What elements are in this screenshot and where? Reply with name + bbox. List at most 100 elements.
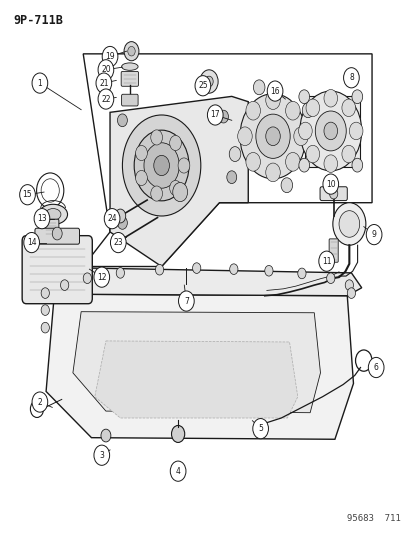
Circle shape [226, 171, 236, 183]
Circle shape [341, 99, 355, 117]
Circle shape [332, 203, 365, 245]
Circle shape [20, 184, 35, 205]
Circle shape [41, 305, 49, 316]
Circle shape [323, 90, 337, 107]
Circle shape [343, 68, 358, 88]
Circle shape [169, 181, 181, 196]
Circle shape [104, 208, 120, 229]
Circle shape [34, 208, 50, 229]
Circle shape [285, 152, 299, 171]
Circle shape [218, 110, 228, 123]
FancyBboxPatch shape [319, 187, 347, 200]
Circle shape [110, 232, 126, 253]
Circle shape [368, 358, 383, 377]
Circle shape [98, 89, 114, 109]
Circle shape [265, 163, 280, 182]
Circle shape [338, 211, 359, 237]
Polygon shape [304, 96, 359, 166]
Circle shape [94, 445, 109, 465]
Text: 15: 15 [23, 190, 32, 199]
Circle shape [117, 114, 127, 127]
Text: 5: 5 [258, 424, 262, 433]
Circle shape [347, 288, 355, 298]
Circle shape [265, 91, 280, 109]
Circle shape [195, 76, 210, 96]
Circle shape [24, 232, 39, 253]
Circle shape [155, 264, 163, 275]
Circle shape [285, 101, 299, 120]
Circle shape [280, 178, 292, 192]
Circle shape [41, 322, 49, 333]
Circle shape [237, 127, 252, 146]
Circle shape [134, 130, 189, 201]
FancyBboxPatch shape [22, 236, 92, 304]
Circle shape [172, 182, 187, 201]
Text: 2: 2 [38, 398, 42, 407]
Circle shape [323, 122, 337, 140]
Circle shape [122, 115, 200, 216]
Circle shape [98, 60, 114, 80]
Circle shape [94, 267, 109, 287]
Polygon shape [73, 312, 320, 413]
Circle shape [253, 80, 264, 95]
Circle shape [255, 114, 290, 158]
Text: 95683  711: 95683 711 [347, 514, 400, 523]
Polygon shape [95, 341, 297, 418]
Circle shape [199, 70, 218, 93]
Text: 7: 7 [183, 296, 188, 305]
Circle shape [323, 155, 337, 172]
Text: 12: 12 [97, 273, 106, 281]
Circle shape [128, 46, 135, 56]
Circle shape [305, 146, 319, 163]
Circle shape [326, 273, 334, 284]
Circle shape [344, 280, 353, 290]
Text: 20: 20 [101, 66, 110, 74]
Circle shape [229, 264, 237, 274]
Circle shape [178, 158, 190, 173]
Text: 14: 14 [27, 238, 36, 247]
Text: 13: 13 [37, 214, 47, 223]
Circle shape [96, 73, 112, 93]
Circle shape [113, 235, 123, 248]
Text: 1: 1 [38, 78, 42, 87]
Text: 8: 8 [348, 73, 353, 82]
Circle shape [135, 146, 147, 160]
Circle shape [305, 99, 319, 117]
Ellipse shape [45, 208, 61, 220]
Text: 9P-711B: 9P-711B [13, 14, 63, 27]
Circle shape [240, 94, 305, 179]
Circle shape [349, 122, 362, 140]
Circle shape [341, 146, 355, 163]
Circle shape [299, 91, 361, 171]
Text: 11: 11 [321, 257, 331, 265]
Text: 17: 17 [210, 110, 220, 119]
Circle shape [245, 152, 260, 171]
Text: 23: 23 [113, 238, 123, 247]
Circle shape [207, 105, 223, 125]
Circle shape [351, 158, 362, 172]
Circle shape [204, 76, 213, 87]
FancyBboxPatch shape [328, 239, 337, 262]
Circle shape [301, 103, 313, 118]
Circle shape [170, 461, 185, 481]
Circle shape [252, 418, 268, 439]
Ellipse shape [121, 63, 138, 70]
Circle shape [83, 273, 91, 284]
Text: 9: 9 [371, 230, 376, 239]
Circle shape [267, 81, 282, 101]
Circle shape [169, 135, 181, 150]
Text: 19: 19 [105, 52, 114, 61]
Circle shape [298, 122, 311, 140]
Circle shape [229, 147, 240, 161]
Circle shape [298, 90, 309, 103]
Ellipse shape [38, 204, 67, 224]
Circle shape [117, 216, 127, 229]
FancyBboxPatch shape [121, 94, 138, 106]
Circle shape [245, 101, 260, 120]
Circle shape [329, 188, 337, 199]
Circle shape [115, 209, 126, 223]
Text: 6: 6 [373, 363, 378, 372]
Circle shape [178, 291, 194, 311]
Polygon shape [40, 268, 361, 296]
Circle shape [192, 263, 200, 273]
